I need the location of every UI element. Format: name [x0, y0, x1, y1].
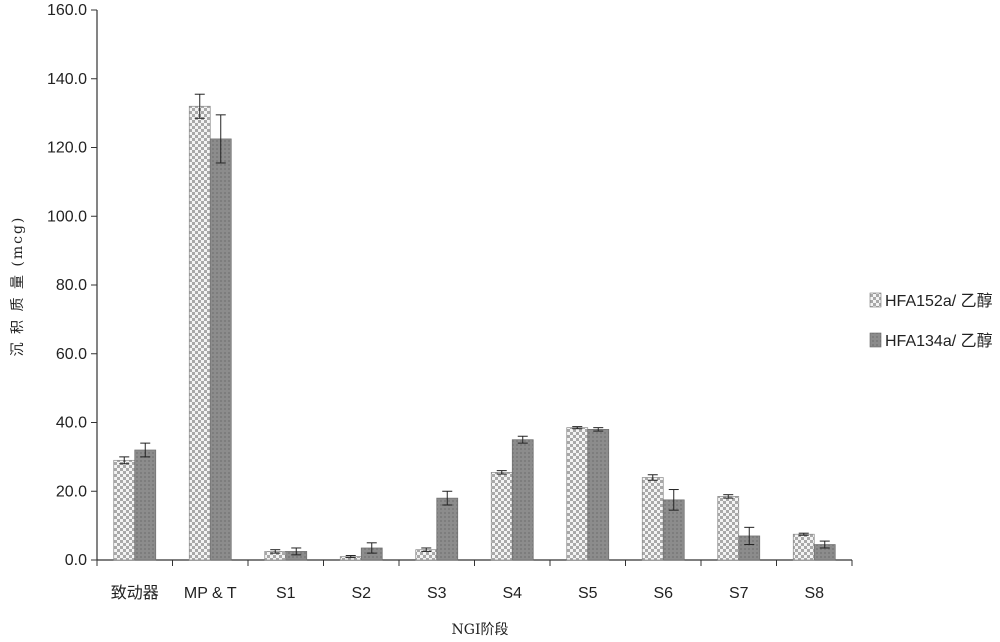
y-tick-label: 100.0 [47, 208, 87, 225]
legend: HFA152a/ 乙醇 HFA134a/ 乙醇 [870, 292, 993, 350]
y-tick-label: 140.0 [47, 71, 87, 88]
axes: 0.0 20.0 40.0 60.0 80.0 100.0 120.0 140.0 160.0 [47, 2, 852, 569]
legend-swatch-hfa152a [870, 293, 881, 307]
x-tick-label: 致动器 [111, 584, 159, 602]
bar-hfa134a [588, 429, 609, 560]
legend-label-hfa152a: HFA152a/ 乙醇 [885, 292, 993, 310]
x-tick-label: S8 [804, 585, 824, 602]
bar-hfa152a [793, 534, 814, 560]
bar-hfa152a [718, 496, 739, 560]
legend-swatch-hfa134a [870, 333, 881, 347]
bar-hfa134a [512, 440, 533, 560]
y-axis-label: 沉 积 质 量 (mcg) [10, 216, 26, 357]
bar-hfa152a [491, 472, 512, 560]
y-tick-label: 0.0 [65, 552, 87, 569]
category-labels: 致动器 MP & T S1 S2 S3 S4 S5 S6 S7 S8 [111, 584, 824, 602]
y-tick-label: 40.0 [56, 415, 87, 432]
x-tick-label: S5 [578, 585, 598, 602]
bar-hfa134a [135, 450, 156, 560]
x-tick-label: S3 [427, 585, 447, 602]
bar-hfa134a [437, 498, 458, 560]
y-tick-label: 160.0 [47, 2, 87, 19]
bar-hfa134a [210, 139, 231, 560]
x-tick-label: S2 [351, 585, 371, 602]
y-tick-label: 80.0 [56, 277, 87, 294]
x-tick-label: S6 [653, 585, 673, 602]
bar-hfa152a [642, 478, 663, 561]
y-tick-label: 120.0 [47, 140, 87, 157]
y-tick-label: 60.0 [56, 346, 87, 363]
x-tick-label: S4 [502, 585, 522, 602]
x-tick-label: S7 [729, 585, 749, 602]
bars-group [114, 94, 836, 560]
y-tick-label: 20.0 [56, 483, 87, 500]
bar-hfa152a [114, 460, 135, 560]
x-axis-label: NGI阶段 [452, 622, 509, 638]
legend-label-hfa134a: HFA134a/ 乙醇 [885, 332, 993, 350]
bar-hfa152a [567, 428, 588, 560]
bar-hfa152a [189, 106, 210, 560]
x-tick-label: MP & T [184, 585, 237, 602]
x-tick-label: S1 [276, 585, 296, 602]
